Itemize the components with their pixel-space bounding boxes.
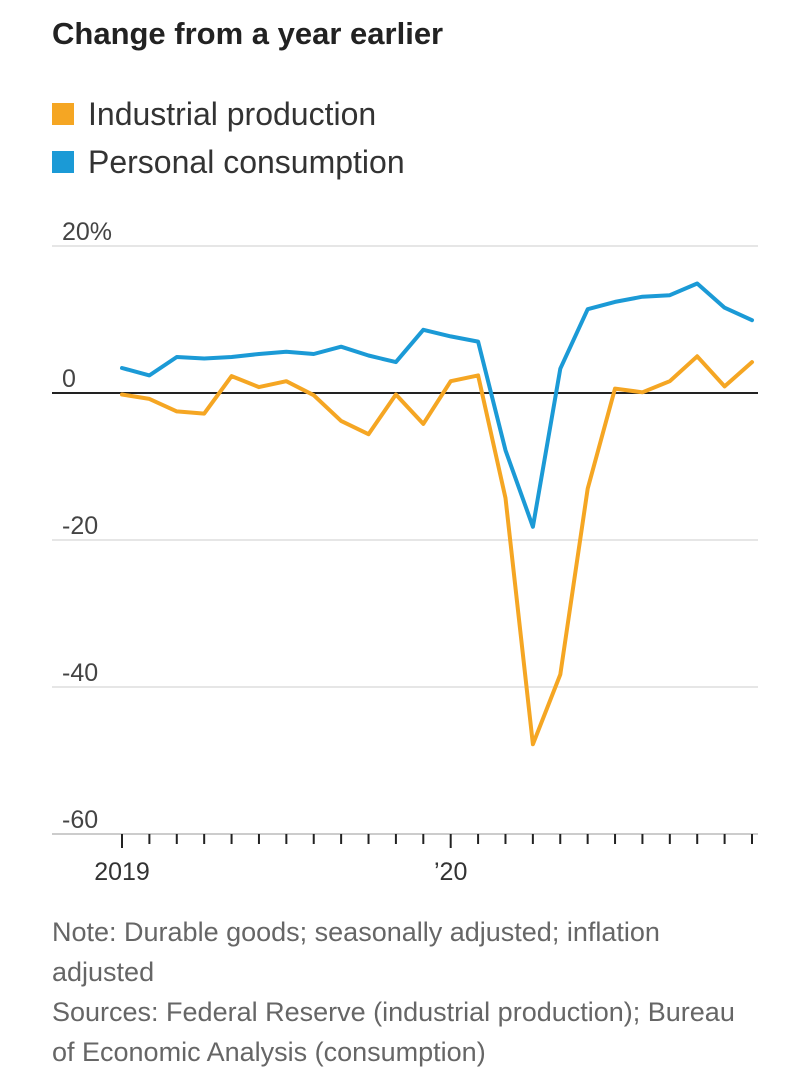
legend: Industrial production Personal consumpti…: [52, 90, 405, 186]
legend-swatch-industrial-production: [52, 103, 74, 125]
x-tick-label: 2019: [94, 858, 150, 886]
series-line-industrial-production: [120, 354, 754, 747]
legend-label-personal-consumption: Personal consumption: [88, 143, 405, 180]
chart-title: Change from a year earlier: [52, 16, 444, 51]
legend-label-industrial-production: Industrial production: [88, 95, 377, 132]
y-tick-label: 0: [62, 365, 76, 393]
footnotes: Note: Durable goods; seasonally adjusted…: [52, 912, 752, 1072]
legend-item-personal-consumption: Personal consumption: [52, 138, 405, 186]
note-text: Note: Durable goods; seasonally adjusted…: [52, 917, 660, 987]
x-tick-label: ’20: [434, 858, 467, 886]
y-tick-label: -20: [62, 512, 98, 540]
y-tick-label: 20%: [62, 218, 112, 246]
y-tick-label: -60: [62, 806, 98, 834]
legend-swatch-personal-consumption: [52, 151, 74, 173]
y-tick-label: -40: [62, 659, 98, 687]
legend-item-industrial-production: Industrial production: [52, 90, 405, 138]
line-chart: 20% 0 -20 -40 -60 2019 ’20: [52, 218, 758, 886]
sources-text: Sources: Federal Reserve (industrial pro…: [52, 997, 735, 1067]
series-line-personal-consumption: [120, 281, 754, 529]
